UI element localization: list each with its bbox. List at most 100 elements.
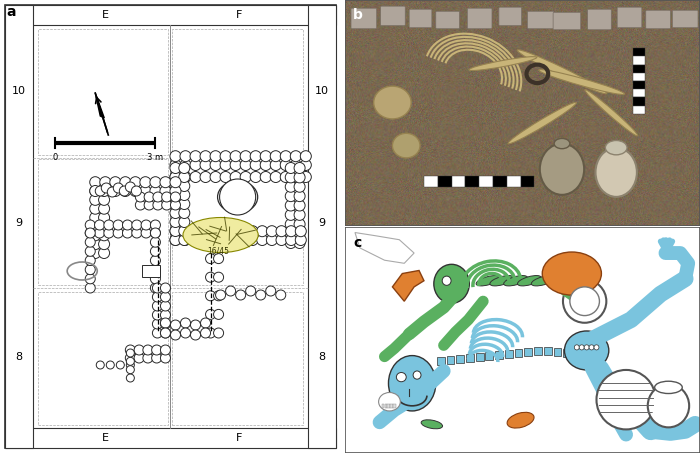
Bar [633,65,645,73]
Bar [452,176,466,187]
Text: F: F [235,433,241,443]
Bar [172,159,303,285]
Circle shape [99,239,110,250]
Circle shape [300,151,312,162]
Circle shape [160,301,170,311]
Circle shape [257,226,267,237]
Circle shape [190,320,200,330]
Circle shape [300,172,312,183]
Circle shape [206,235,216,245]
Circle shape [160,292,170,302]
Circle shape [170,235,181,246]
Bar [480,176,493,187]
Bar [5,5,33,448]
Circle shape [295,235,307,246]
Circle shape [162,200,172,210]
FancyBboxPatch shape [499,7,522,26]
FancyBboxPatch shape [587,9,611,30]
Circle shape [228,226,239,237]
Circle shape [104,228,114,238]
Text: a: a [6,5,15,19]
Circle shape [119,186,130,196]
Ellipse shape [183,217,258,252]
Circle shape [152,353,162,363]
Circle shape [210,151,221,162]
Ellipse shape [606,140,627,155]
Circle shape [160,185,171,197]
Circle shape [132,228,142,238]
Bar [391,404,393,408]
Circle shape [141,228,151,238]
Text: 9: 9 [318,218,326,228]
Circle shape [90,177,101,188]
Circle shape [250,151,261,162]
Circle shape [144,200,154,210]
Ellipse shape [504,275,528,286]
Bar [573,350,581,359]
Circle shape [276,290,286,300]
Circle shape [170,207,181,218]
Circle shape [199,226,210,237]
Circle shape [247,235,258,246]
Text: 16/45: 16/45 [208,246,230,255]
Ellipse shape [374,86,411,119]
Ellipse shape [396,372,406,382]
Circle shape [220,159,231,170]
Circle shape [206,328,216,338]
Circle shape [290,151,301,162]
Bar [514,349,522,357]
Bar [534,347,542,355]
Circle shape [240,159,251,170]
Circle shape [150,177,161,188]
Bar [38,159,169,285]
Circle shape [171,200,181,210]
Circle shape [210,159,221,170]
Bar [544,347,552,355]
Circle shape [270,151,281,162]
Circle shape [280,172,291,183]
Circle shape [143,345,153,355]
Circle shape [104,220,114,230]
Bar [633,73,645,81]
Circle shape [143,353,153,363]
Circle shape [218,235,229,246]
Circle shape [178,180,190,192]
Bar [38,292,169,425]
Bar [466,176,480,187]
Circle shape [170,226,181,237]
Ellipse shape [476,275,500,286]
Circle shape [150,274,160,284]
Bar [466,354,474,362]
Circle shape [214,272,223,282]
FancyBboxPatch shape [410,9,432,28]
Circle shape [125,182,135,192]
Circle shape [150,228,160,238]
Circle shape [100,185,111,197]
Circle shape [113,228,123,238]
Circle shape [113,220,123,230]
Bar [456,355,464,363]
Circle shape [267,226,277,237]
Circle shape [95,186,105,196]
Circle shape [85,220,95,230]
Ellipse shape [554,139,570,149]
Circle shape [116,361,125,369]
FancyBboxPatch shape [351,8,377,29]
Bar [382,404,384,408]
FancyBboxPatch shape [436,11,459,29]
Circle shape [110,177,121,188]
FancyBboxPatch shape [617,7,642,28]
Circle shape [236,290,246,300]
Circle shape [90,239,101,250]
Text: 8: 8 [15,352,22,362]
Circle shape [286,219,296,230]
Circle shape [126,374,134,382]
Ellipse shape [379,392,400,411]
Ellipse shape [508,102,577,144]
Circle shape [218,226,229,237]
Bar [633,97,645,106]
Ellipse shape [539,70,624,95]
Circle shape [260,151,271,162]
Circle shape [110,185,121,197]
Circle shape [122,220,132,230]
